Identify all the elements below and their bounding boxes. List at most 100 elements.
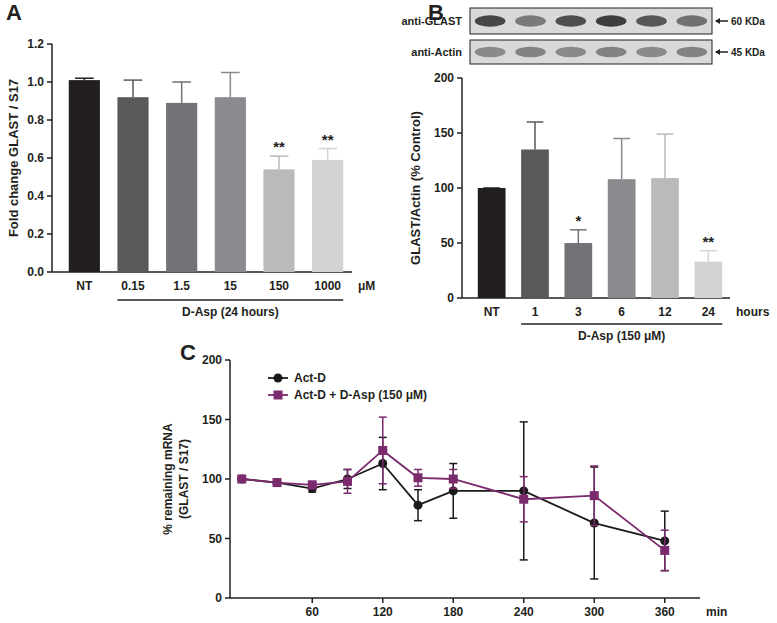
group-bracket (117, 299, 343, 301)
x-tick (382, 598, 384, 603)
x-tick-label: 120 (373, 605, 393, 619)
error-cap (414, 469, 422, 471)
blot-label: anti-GLAST (402, 15, 463, 27)
x-tick (312, 598, 314, 603)
y-tick (47, 157, 52, 159)
point (414, 501, 423, 510)
bar (478, 188, 506, 298)
legend-label: Act-D (294, 371, 326, 385)
significance: ** (702, 233, 714, 250)
error-cap (590, 578, 598, 580)
error-cap (449, 469, 457, 471)
error-cap (661, 529, 669, 531)
x-tick-label: NT (76, 279, 93, 293)
x-tick-label: 6 (618, 305, 625, 319)
blot-arrowhead (715, 49, 720, 55)
significance: ** (273, 138, 285, 155)
error-cap (414, 520, 422, 522)
y-tick-label: 200 (434, 71, 454, 85)
legend: Act-DAct-D + D-Asp (150 μM) (268, 371, 427, 402)
y-tick-label: 150 (434, 126, 454, 140)
x-tick-label: 3 (575, 305, 582, 319)
y-tick-label: 0.0 (27, 265, 44, 279)
blot-strip (470, 40, 712, 64)
bar (215, 97, 246, 272)
error-cap (344, 469, 352, 471)
bar (69, 80, 100, 272)
error-cap (270, 155, 289, 157)
x-tick-label: 300 (584, 605, 604, 619)
y-axis-label: GLAST/Actin (% Control) (408, 111, 423, 265)
x-tick-label: 0.15 (121, 279, 145, 293)
error-bar (327, 149, 329, 160)
y-tick (47, 233, 52, 235)
blot-band (636, 15, 667, 26)
x-axis-line (230, 597, 700, 599)
error-bar (132, 80, 134, 97)
blot-band (636, 47, 667, 58)
y-tick (457, 297, 462, 299)
marks (478, 122, 722, 298)
error-cap (657, 133, 674, 135)
y-tick (47, 43, 52, 45)
blot-band (596, 15, 627, 26)
error-cap (318, 148, 337, 150)
marks (69, 73, 343, 273)
figure-root: A0.00.20.40.60.81.01.2Fold change GLAST … (0, 0, 777, 623)
y-tick-label: 50 (441, 236, 455, 250)
series-line (242, 450, 665, 550)
legend-marker (274, 374, 283, 383)
y-tick-label: 1.0 (27, 75, 44, 89)
x-tick-label: 1.5 (173, 279, 190, 293)
point (660, 546, 669, 555)
figure: A0.00.20.40.60.81.01.2Fold change GLAST … (0, 0, 777, 623)
point (519, 495, 528, 504)
x-tick-label: 15 (224, 279, 238, 293)
error-bar (664, 511, 666, 571)
blot-band (515, 47, 546, 58)
y-tick-label: 0 (215, 591, 222, 605)
blot-band (556, 15, 587, 26)
y-tick-label: 0.8 (27, 113, 44, 127)
error-bar (278, 156, 280, 169)
error-cap (379, 489, 387, 491)
error-bar (181, 82, 183, 103)
error-cap (700, 250, 717, 252)
error-cap (520, 421, 528, 423)
x-tick-label: 180 (443, 605, 463, 619)
x-tick (664, 598, 666, 603)
error-cap (449, 488, 457, 490)
x-tick (594, 598, 596, 603)
y-tick-label: 200 (202, 353, 222, 367)
error-cap (344, 493, 352, 495)
point (449, 475, 458, 484)
significance: * (575, 212, 581, 229)
error-cap (172, 81, 191, 83)
blot-label: anti-Actin (411, 46, 462, 58)
y-tick-label: 50 (209, 532, 223, 546)
x-tick-label: 24 (702, 305, 716, 319)
error-cap (379, 483, 387, 485)
significance: ** (322, 131, 334, 148)
bar (564, 243, 592, 298)
group-label: D-Asp (150 μM) (578, 329, 665, 343)
panel-letter: A (6, 0, 22, 25)
y-tick-label: 0.6 (27, 151, 44, 165)
y-tick (457, 132, 462, 134)
bar (521, 150, 549, 299)
x-tick (453, 598, 455, 603)
error-bar (534, 122, 536, 150)
blot-band (475, 47, 506, 58)
y-tick-label: 0 (447, 291, 454, 305)
x-tick-label: 12 (658, 305, 672, 319)
y-tick (225, 478, 230, 480)
blot-band (515, 15, 546, 26)
bar (608, 179, 636, 298)
bar (651, 178, 679, 298)
error-cap (449, 463, 457, 465)
error-cap (483, 187, 500, 189)
blot-strip (470, 8, 712, 34)
y-tick (47, 271, 52, 273)
y-tick-label: 150 (202, 413, 222, 427)
x-tick-label: 1 (532, 305, 539, 319)
